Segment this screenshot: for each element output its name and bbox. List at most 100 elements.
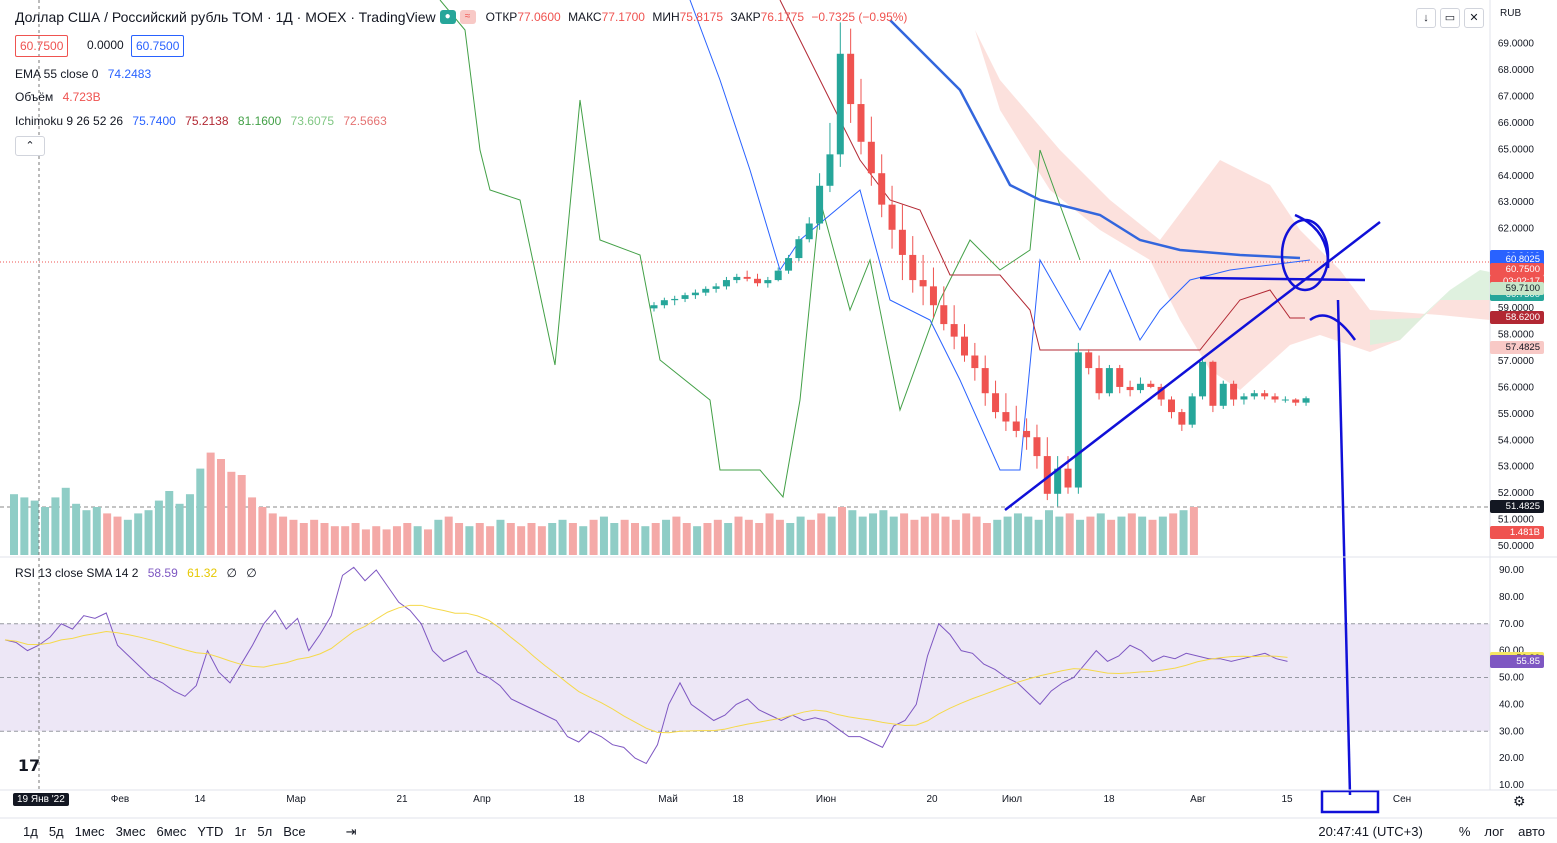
candle-body bbox=[950, 324, 958, 337]
timeframe-all[interactable]: Все bbox=[283, 824, 306, 839]
rsi-tick-label: 90.00 bbox=[1499, 565, 1524, 576]
user-annotations[interactable] bbox=[1004, 213, 1381, 814]
collapse-legend-button[interactable]: ⌃ bbox=[15, 136, 45, 156]
percent-toggle[interactable]: % bbox=[1458, 824, 1471, 839]
volume-bar bbox=[134, 513, 143, 555]
rsi-tick-label: 10.00 bbox=[1499, 780, 1524, 791]
delay-icon[interactable]: ≈ bbox=[459, 10, 476, 24]
volume-bar bbox=[589, 519, 598, 555]
ichimoku-cloud bbox=[960, 0, 1490, 390]
timeframe-5d[interactable]: 5д bbox=[48, 824, 64, 839]
candle-body bbox=[1178, 412, 1186, 425]
volume-bar bbox=[993, 519, 1002, 555]
volume-bar bbox=[237, 475, 246, 555]
volume-bar bbox=[848, 510, 857, 555]
volume-bars bbox=[10, 452, 1198, 555]
volume-bar bbox=[641, 526, 650, 555]
volume-bar bbox=[496, 519, 505, 555]
volume-legend[interactable]: Объём 4.723B bbox=[15, 90, 107, 104]
volume-bar bbox=[1158, 516, 1167, 555]
price-axis-tag: 57.4825 bbox=[1490, 341, 1544, 355]
rsi-value: 58.59 bbox=[147, 566, 178, 580]
volume-bar bbox=[631, 523, 639, 555]
candle-body bbox=[691, 292, 699, 296]
volume-bar bbox=[196, 468, 205, 555]
volume-value: 4.723B bbox=[62, 90, 101, 104]
ichimoku-legend[interactable]: Ichimoku 9 26 52 26 75.7400 75.2138 81.1… bbox=[15, 114, 393, 128]
candle-body bbox=[1033, 437, 1041, 457]
volume-bar bbox=[796, 516, 805, 555]
auto-toggle[interactable]: авто bbox=[1518, 824, 1545, 839]
timeframe-1y[interactable]: 1г bbox=[234, 824, 247, 839]
candle-body bbox=[1023, 430, 1031, 438]
price-axis[interactable]: 69.0000 68.0000 67.0000 66.0000 65.0000 64.00… bbox=[1498, 39, 1535, 792]
rsi-tick-label: 30.00 bbox=[1499, 726, 1524, 737]
volume-bar bbox=[455, 523, 464, 555]
clock[interactable]: 20:47:41 (UTC+3) bbox=[1318, 824, 1423, 839]
price-tick-label: 63.0000 bbox=[1498, 197, 1535, 208]
symbol-header: Доллар США / Российский рубль TOM · 1Д ·… bbox=[15, 9, 911, 25]
volume-bar bbox=[1045, 510, 1053, 555]
volume-bar bbox=[858, 516, 867, 555]
market-status-icon[interactable]: ● bbox=[439, 10, 456, 24]
close-label: ЗАКР bbox=[730, 10, 761, 24]
price-tick-label: 53.0000 bbox=[1498, 462, 1535, 473]
currency-selector[interactable]: RUB bbox=[1500, 8, 1522, 19]
time-axis-label: 18 bbox=[573, 794, 585, 805]
volume-bar bbox=[786, 523, 795, 555]
log-toggle[interactable]: лог bbox=[1484, 824, 1505, 839]
timeframe-3m[interactable]: 3мес bbox=[115, 824, 146, 839]
candle-body bbox=[1250, 393, 1258, 397]
volume-bar bbox=[1065, 513, 1074, 555]
volume-bar bbox=[72, 503, 81, 555]
rsi-ma-value: 61.32 bbox=[187, 566, 218, 580]
volume-bar bbox=[227, 471, 236, 555]
candle-body bbox=[1074, 352, 1082, 488]
candle-body bbox=[805, 223, 813, 240]
candle-body bbox=[733, 276, 741, 281]
annotation-trendline-up bbox=[1004, 221, 1381, 511]
ohlc-values: ОТКР77.0600 МАКС77.1700 МИН75.8175 ЗАКР7… bbox=[486, 10, 912, 24]
maximize-icon[interactable]: ▭ bbox=[1440, 8, 1460, 28]
symbol-title[interactable]: Доллар США / Российский рубль TOM · 1Д ·… bbox=[15, 9, 436, 25]
rsi-pane bbox=[0, 566, 1490, 765]
close-icon[interactable]: ✕ bbox=[1464, 8, 1484, 28]
timeframe-ytd[interactable]: YTD bbox=[197, 824, 224, 839]
sell-button[interactable]: 60.7500 bbox=[15, 35, 69, 57]
ema-legend[interactable]: EMA 55 close 0 74.2483 bbox=[15, 67, 157, 81]
volume-bar bbox=[10, 494, 18, 555]
volume-bar bbox=[1107, 519, 1116, 555]
settings-gear-icon[interactable]: ⚙ bbox=[1513, 793, 1526, 809]
volume-bar bbox=[1055, 516, 1064, 555]
cloud-bearish-area bbox=[960, 0, 1490, 390]
volume-bar bbox=[289, 519, 298, 555]
date-range-icon[interactable]: ⇥ bbox=[345, 823, 357, 839]
ichimoku-label: Ichimoku 9 26 52 26 bbox=[15, 114, 124, 128]
tradingview-logo[interactable]: 𝟭𝟳 bbox=[17, 758, 41, 775]
buy-button[interactable]: 60.7500 bbox=[131, 35, 185, 57]
price-tick-label: 67.0000 bbox=[1498, 91, 1535, 102]
timeframe-1d[interactable]: 1д bbox=[23, 824, 38, 839]
arrow-down-icon[interactable]: ↓ bbox=[1416, 8, 1436, 28]
volume-bar bbox=[103, 513, 112, 555]
open-value: 77.0600 bbox=[517, 10, 561, 24]
candle-body bbox=[785, 258, 793, 271]
volume-bar bbox=[941, 516, 950, 555]
candle-body bbox=[1157, 386, 1165, 400]
candle-body bbox=[909, 254, 917, 281]
candle-body bbox=[961, 336, 968, 356]
rsi-legend[interactable]: RSI 13 close SMA 14 2 58.59 61.32 ∅ ∅ bbox=[15, 566, 257, 580]
volume-bar bbox=[827, 516, 836, 555]
volume-bar bbox=[82, 510, 91, 555]
timeframe-6m[interactable]: 6мес bbox=[156, 824, 187, 839]
ichimoku-spanB-value: 72.5663 bbox=[343, 114, 387, 128]
candle-body bbox=[1230, 383, 1238, 400]
volume-bar bbox=[320, 523, 329, 555]
volume-bar bbox=[651, 523, 660, 555]
volume-bar bbox=[982, 523, 991, 555]
timeframe-1m[interactable]: 1мес bbox=[74, 824, 105, 839]
candle-body bbox=[929, 286, 937, 306]
volume-bar bbox=[144, 510, 153, 555]
timeframe-5y[interactable]: 5л bbox=[257, 824, 273, 839]
